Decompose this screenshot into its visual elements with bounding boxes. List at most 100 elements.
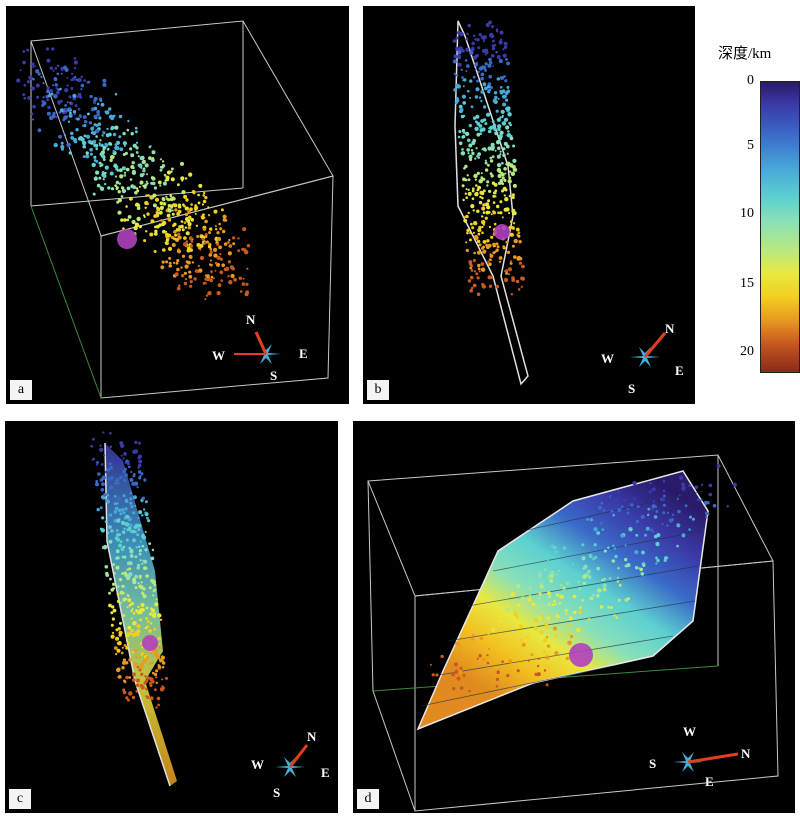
earthquake-point <box>668 518 673 523</box>
earthquake-point <box>131 529 136 534</box>
earthquake-point <box>501 644 504 647</box>
earthquake-point <box>547 602 552 607</box>
earthquake-point <box>142 169 146 173</box>
earthquake-point <box>161 160 165 163</box>
earthquake-point <box>510 648 513 651</box>
earthquake-point <box>635 533 639 537</box>
earthquake-point <box>93 96 98 101</box>
earthquake-point <box>153 583 157 587</box>
earthquake-point <box>180 161 184 166</box>
earthquake-point <box>162 229 166 234</box>
earthquake-point <box>489 33 495 39</box>
earthquake-point <box>508 176 512 180</box>
earthquake-point <box>73 112 76 115</box>
earthquake-point <box>120 186 125 190</box>
earthquake-point <box>145 574 149 578</box>
earthquake-point <box>157 613 162 618</box>
earthquake-point <box>464 164 468 169</box>
earthquake-point <box>89 94 93 99</box>
earthquake-point <box>132 185 137 190</box>
earthquake-point <box>90 444 94 448</box>
earthquake-point <box>166 213 171 218</box>
earthquake-point <box>167 198 171 202</box>
earthquake-point <box>543 669 547 672</box>
earthquake-point <box>152 203 157 208</box>
earthquake-point <box>117 481 120 485</box>
earthquake-point <box>516 669 520 673</box>
earthquake-point <box>610 509 614 513</box>
earthquake-point <box>141 496 145 500</box>
earthquake-point <box>199 234 204 239</box>
earthquake-point <box>165 260 169 264</box>
earthquake-point <box>207 214 211 217</box>
earthquake-point <box>504 79 508 83</box>
earthquake-point <box>555 614 560 619</box>
compass-n-label: N <box>246 312 256 327</box>
earthquake-point <box>30 112 34 116</box>
compass-e-label: E <box>705 774 714 789</box>
earthquake-point <box>497 56 501 60</box>
earthquake-point <box>496 670 500 674</box>
earthquake-point <box>141 544 145 548</box>
fault-plane-outline <box>454 20 529 386</box>
earthquake-point <box>100 153 105 158</box>
earthquake-point <box>489 258 492 262</box>
earthquake-point <box>158 646 162 650</box>
earthquake-point <box>137 523 142 528</box>
earthquake-point <box>101 171 105 174</box>
earthquake-point <box>190 239 194 243</box>
earthquake-point <box>145 617 149 621</box>
earthquake-point <box>142 159 146 164</box>
earthquake-point <box>469 238 472 242</box>
earthquake-point <box>190 203 193 206</box>
earthquake-point <box>506 250 511 254</box>
earthquake-point <box>617 567 620 570</box>
earthquake-point <box>506 61 510 66</box>
earthquake-point <box>676 497 679 500</box>
earthquake-point <box>33 65 36 68</box>
earthquake-point <box>153 652 159 657</box>
earthquake-point <box>159 618 163 621</box>
earthquake-point <box>161 260 165 264</box>
earthquake-point <box>120 508 125 512</box>
earthquake-point <box>106 128 109 130</box>
earthquake-point <box>454 669 459 674</box>
earthquake-point <box>431 673 435 677</box>
earthquake-point <box>175 261 179 265</box>
earthquake-point <box>620 533 625 538</box>
earthquake-point <box>476 171 480 175</box>
earthquake-point <box>131 219 136 225</box>
earthquake-point <box>118 114 123 119</box>
earthquake-point <box>476 209 480 213</box>
panel-label: b <box>367 380 389 400</box>
earthquake-point <box>182 203 185 206</box>
earthquake-point <box>127 119 130 123</box>
earthquake-point <box>72 110 77 114</box>
earthquake-point <box>22 60 26 65</box>
earthquake-point <box>84 120 88 124</box>
earthquake-point <box>73 57 77 60</box>
earthquake-point <box>645 526 650 531</box>
earthquake-point <box>154 197 160 202</box>
earthquake-point <box>465 131 470 136</box>
earthquake-point <box>518 240 522 244</box>
compass-rose-icon <box>275 744 309 777</box>
earthquake-point <box>492 201 496 204</box>
earthquake-point <box>129 497 133 501</box>
earthquake-point <box>124 171 127 174</box>
earthquake-point <box>167 207 170 210</box>
earthquake-point <box>94 143 99 148</box>
earthquake-point <box>110 634 115 639</box>
earthquake-point <box>94 482 100 487</box>
earthquake-point <box>518 624 524 629</box>
earthquake-point <box>174 272 179 277</box>
earthquake-point <box>454 101 458 105</box>
earthquake-point <box>513 255 517 259</box>
earthquake-point <box>662 511 666 515</box>
earthquake-point <box>503 167 507 171</box>
earthquake-point <box>149 651 153 655</box>
earthquake-point <box>173 237 177 241</box>
earthquake-point <box>196 235 200 238</box>
earthquake-point <box>626 511 630 515</box>
earthquake-point <box>635 519 640 524</box>
